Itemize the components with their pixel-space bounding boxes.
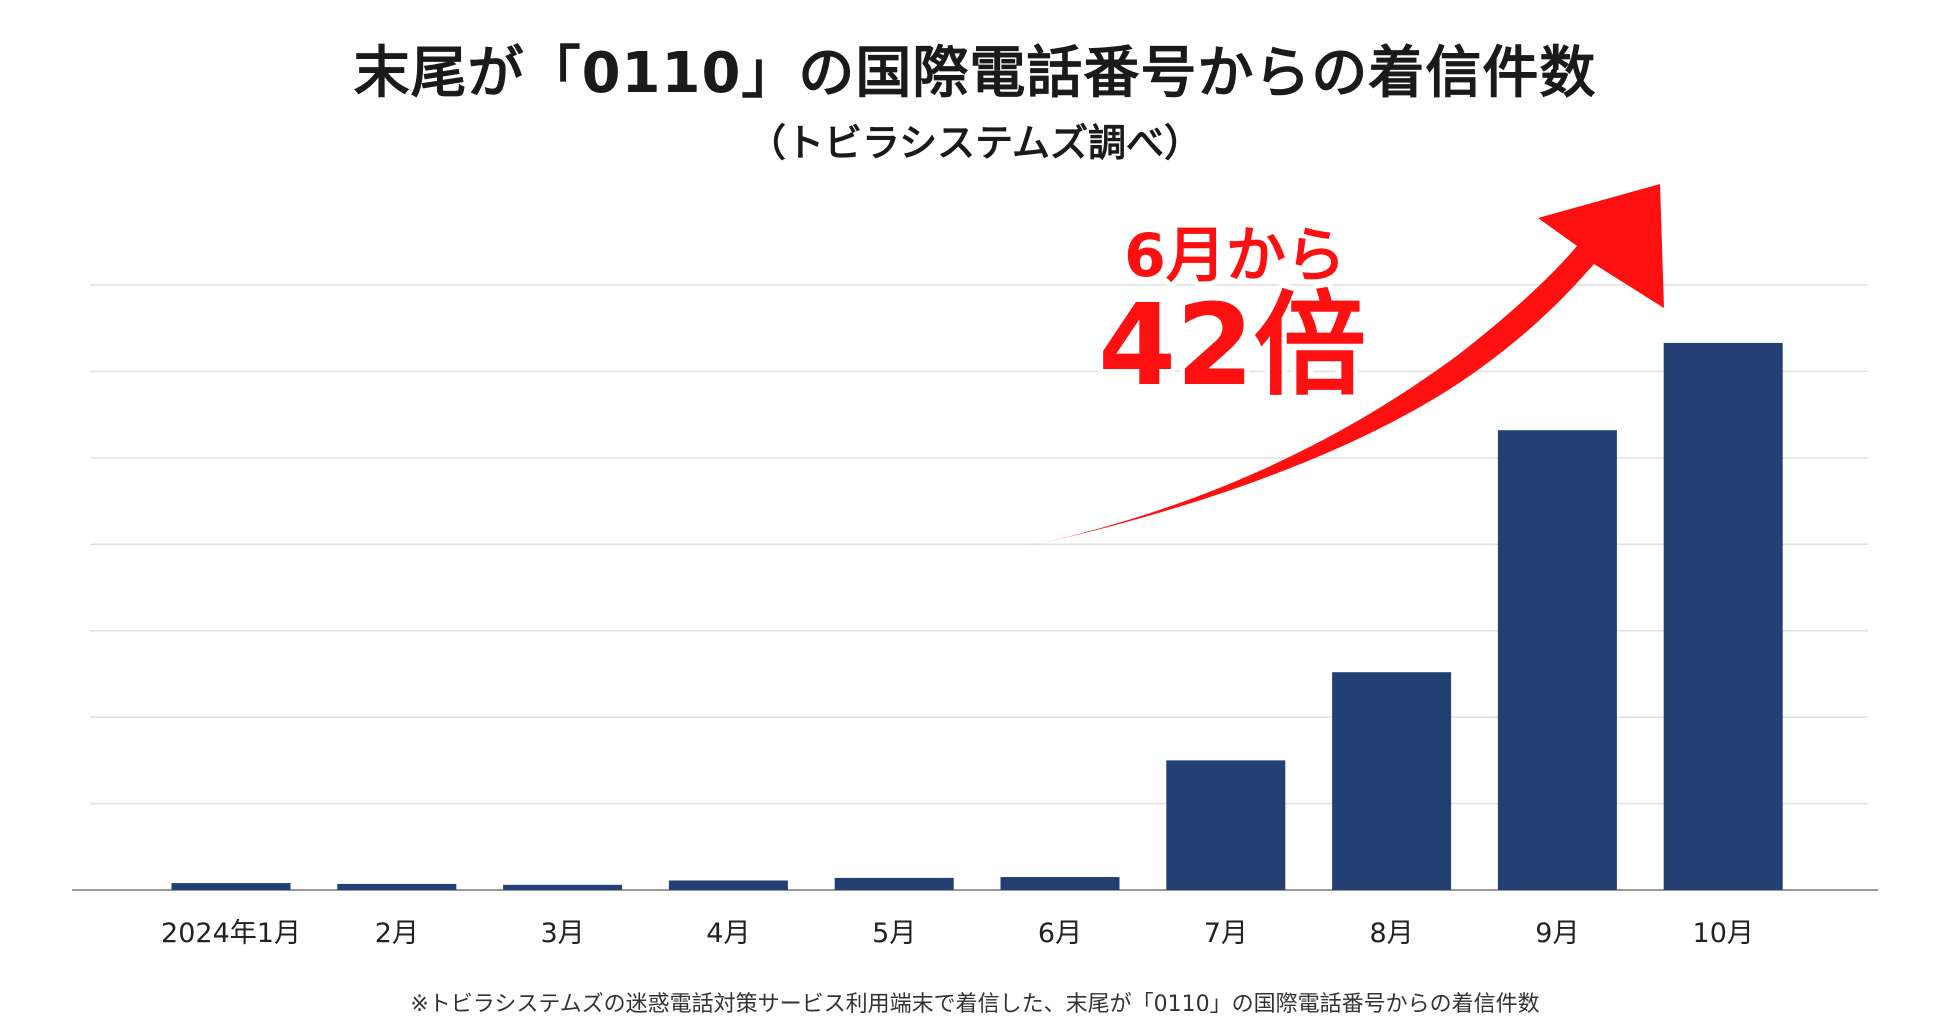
annotation-line2: 42倍 (1098, 281, 1366, 411)
x-tick-labels: 2024年1月 2月 3月 4月 5月 6月 7月 8月 9月 10月 (161, 918, 1754, 949)
chart-subtitle: （トビラシステムズ調べ） (747, 121, 1203, 165)
bar-5 (834, 877, 954, 890)
x-tick-label-3: 3月 (541, 918, 585, 949)
x-tick-label-9: 9月 (1535, 918, 1579, 949)
bar-4 (668, 880, 788, 890)
bar-10 (1663, 342, 1783, 891)
x-tick-label-2: 2月 (375, 918, 419, 949)
bar-3 (503, 884, 623, 890)
x-tick-label-1: 2024年1月 (161, 918, 301, 949)
bar-8 (1332, 672, 1452, 890)
x-tick-label-8: 8月 (1370, 918, 1414, 949)
growth-arrow (1020, 184, 1664, 548)
bar-2 (337, 883, 457, 890)
x-tick-label-5: 5月 (872, 918, 916, 949)
x-tick-label-10: 10月 (1693, 918, 1754, 949)
x-tick-label-6: 6月 (1038, 918, 1082, 949)
chart-title: 末尾が「0110」の国際電話番号からの着信件数 (353, 41, 1597, 106)
annotation-line1: 6月から (1124, 221, 1346, 291)
bars (171, 342, 1783, 891)
x-tick-label-7: 7月 (1204, 918, 1248, 949)
bar-7 (1166, 760, 1286, 890)
x-tick-label-4: 4月 (706, 918, 750, 949)
bar-1 (171, 883, 291, 890)
bar-9 (1497, 430, 1617, 890)
bar-6 (1000, 877, 1120, 890)
footnote: ※トビラシステムズの迷惑電話対策サービス利用端末で着信した、末尾が「0110」の… (410, 992, 1540, 1017)
growth-arrow-icon (1020, 184, 1664, 548)
